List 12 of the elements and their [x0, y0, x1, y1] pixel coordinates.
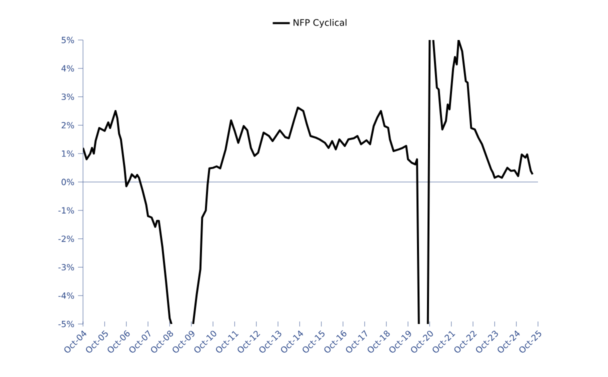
y-tick-label: -3% [58, 264, 74, 270]
y-tick-label: 3% [62, 94, 74, 100]
legend-label: NFP Cyclical [294, 18, 346, 28]
y-tick-label: -4% [58, 292, 74, 299]
y-tick-label: -1% [58, 207, 74, 214]
y-tick-label: 5% [62, 36, 74, 44]
y-tick-label: 0% [62, 178, 74, 186]
y-tick-label: 4% [61, 65, 74, 72]
y-tick-label: 1% [62, 150, 74, 157]
y-tick-label: -2% [58, 236, 74, 242]
y-tick-label: -5% [58, 320, 74, 328]
y-tick-label: 2% [62, 122, 74, 128]
